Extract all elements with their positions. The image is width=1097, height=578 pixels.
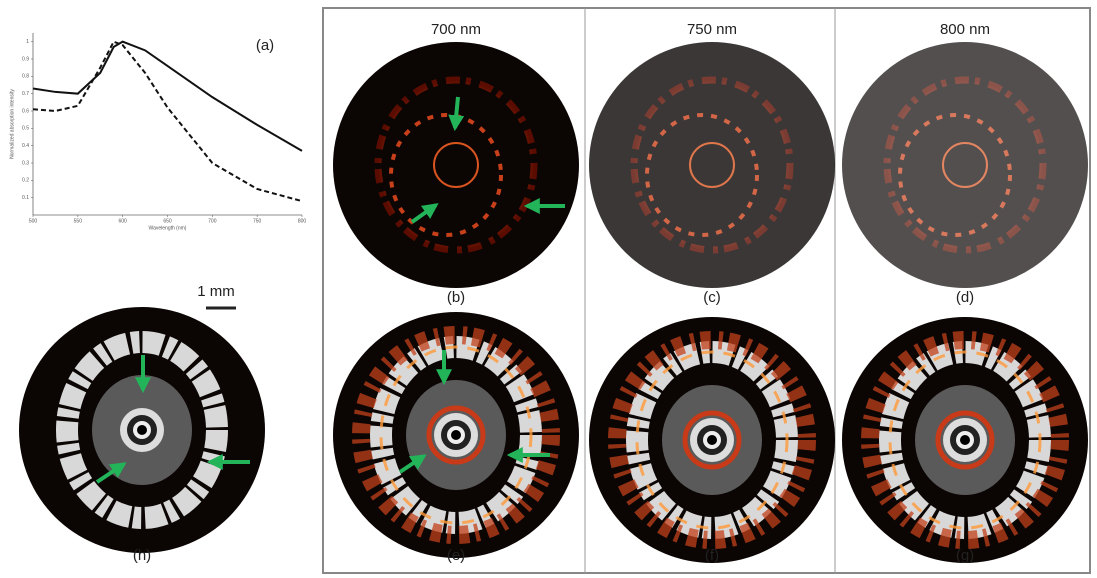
y-tick-label: 0.5 — [22, 126, 29, 132]
image-g — [842, 317, 1088, 563]
image-d — [842, 42, 1088, 288]
x-tick-label: 550 — [74, 218, 83, 224]
image-c — [589, 42, 835, 288]
image-f — [589, 317, 835, 563]
y-tick-label: 0.3 — [22, 160, 29, 166]
panel-label: (e) — [447, 547, 465, 564]
y-tick-label: 0.7 — [22, 91, 29, 97]
x-tick-label: 500 — [29, 218, 38, 224]
x-tick-label: 600 — [118, 218, 127, 224]
x-axis-label: Wavelength (nm) — [149, 225, 187, 231]
panel-label: (a) — [256, 37, 274, 54]
image-e — [333, 312, 579, 558]
figure: 500 550 600 650 700 750 800 0.1 0.2 0.3 0.4 0.5 0.6 0… — [0, 0, 1097, 578]
y-tick-label: 0.1 — [22, 195, 29, 201]
image-b — [333, 42, 579, 288]
series-line — [33, 42, 302, 151]
column-header: 800 nm — [940, 21, 990, 38]
panel-label: (b) — [447, 289, 465, 306]
x-tick-label: 750 — [253, 218, 262, 224]
scale-bar-label: 1 mm — [197, 283, 235, 300]
column-header: 750 nm — [687, 21, 737, 38]
column-header: 700 nm — [431, 21, 481, 38]
x-tick-label: 700 — [208, 218, 217, 224]
y-axis-label: Normalized absorption intensity — [9, 89, 15, 159]
absorption-plot: 500 550 600 650 700 750 800 0.1 0.2 0.3 0.4 0.5 0.6 0… — [9, 33, 306, 231]
y-tick-label: 0.6 — [22, 108, 29, 114]
panel-label: (d) — [956, 289, 974, 306]
panel-label: (f) — [705, 547, 719, 564]
image-h — [19, 307, 265, 553]
x-tick-label: 650 — [163, 218, 172, 224]
panel-label: (c) — [703, 289, 721, 306]
panel-label: (h) — [133, 547, 151, 564]
y-tick-label: 1 — [26, 39, 29, 45]
y-tick-label: 0.9 — [22, 56, 29, 62]
x-tick-label: 800 — [298, 218, 307, 224]
panel-label: (g) — [956, 547, 974, 564]
y-tick-label: 0.8 — [22, 74, 29, 80]
y-tick-label: 0.4 — [22, 143, 29, 149]
y-tick-label: 0.2 — [22, 178, 29, 184]
